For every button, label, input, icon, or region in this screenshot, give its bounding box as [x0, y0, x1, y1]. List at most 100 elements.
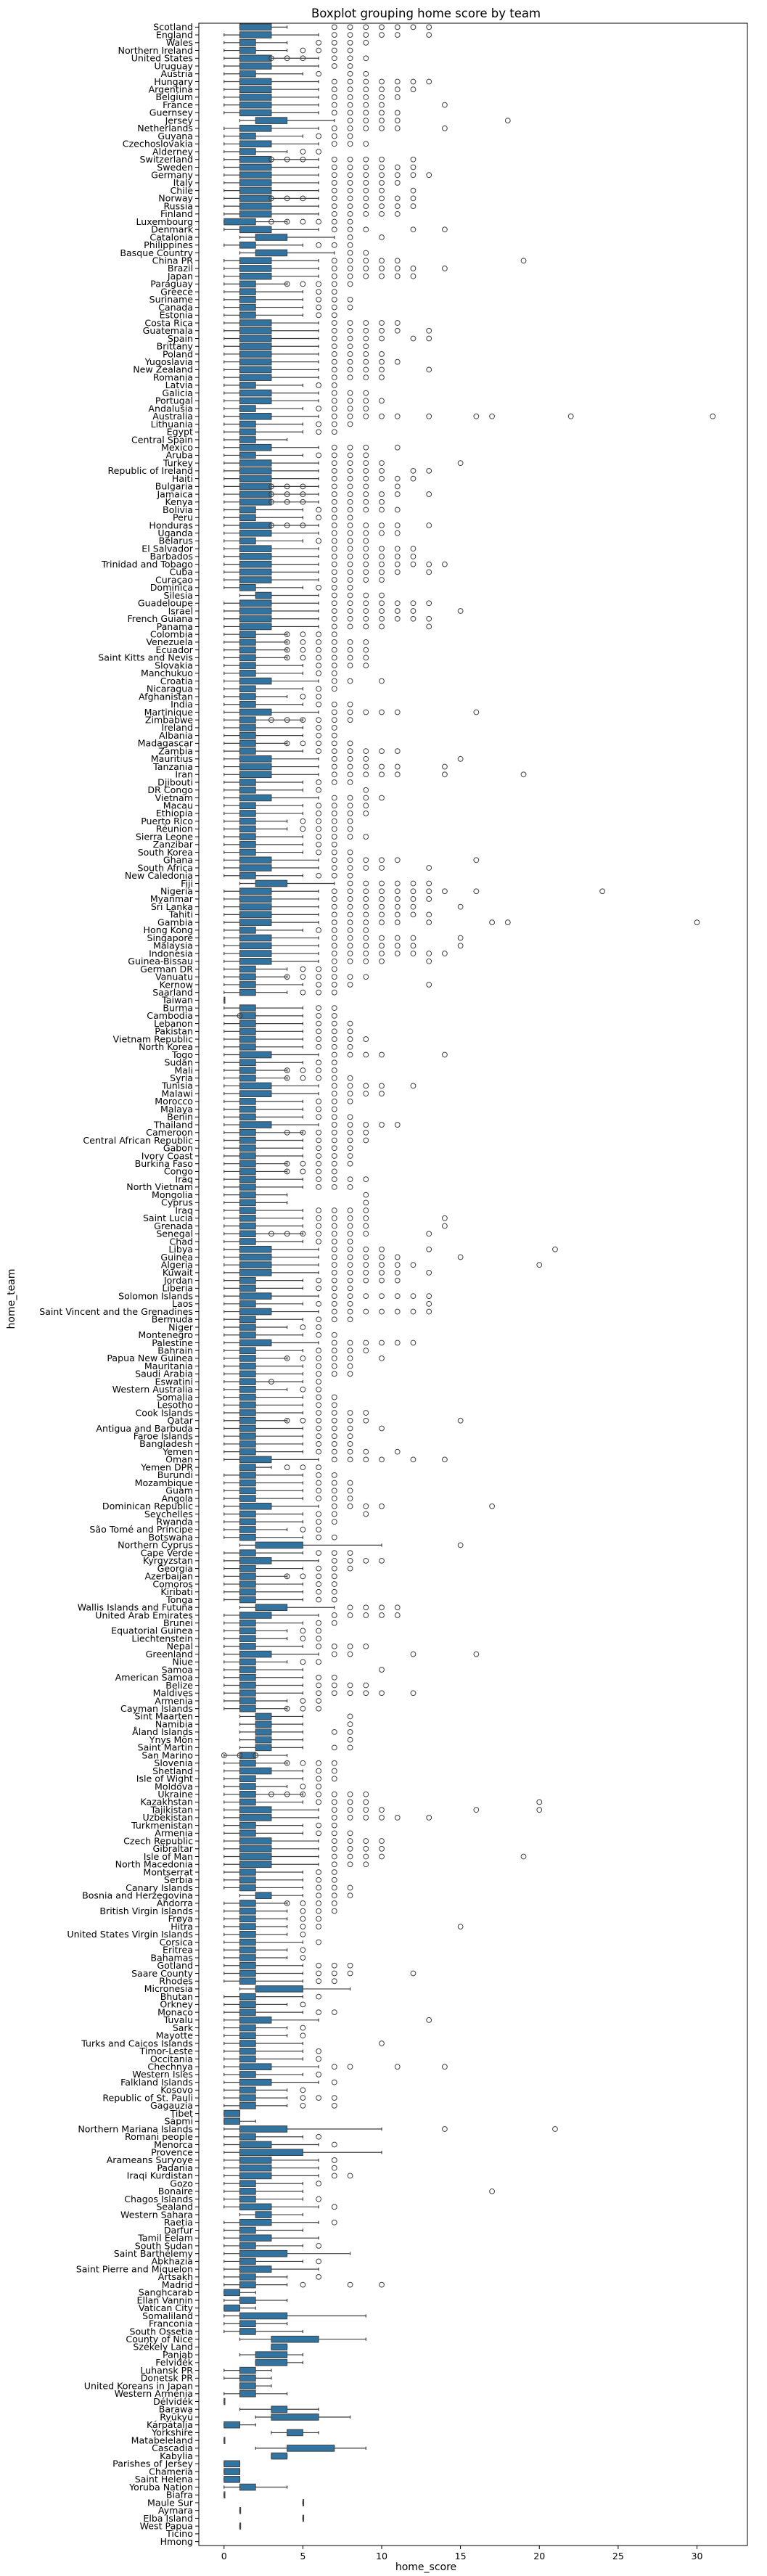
box-group: [223, 272, 417, 280]
y-tick-label: Barawa: [159, 2404, 193, 2415]
y-tick-label: Ynys Môn: [149, 1734, 193, 1745]
box-group: [223, 2397, 226, 2405]
y-tick-label: Croatia: [160, 676, 193, 686]
y-tick-label: Catalonia: [149, 231, 193, 242]
box-group: [223, 132, 353, 140]
box: [239, 467, 272, 475]
outlier-point: [316, 1129, 322, 1136]
box-group: [223, 1588, 337, 1596]
outlier-point: [379, 935, 385, 941]
y-tick-label: Arameans Suryoye: [107, 2154, 194, 2165]
box: [239, 2234, 272, 2242]
outlier-point: [363, 187, 369, 194]
outlier-point: [284, 499, 290, 505]
outlier-point: [300, 149, 306, 155]
outlier-point: [331, 312, 337, 319]
box: [239, 639, 256, 646]
outlier-point: [410, 203, 417, 210]
box-group: [223, 1020, 353, 1027]
box-group: [223, 1619, 337, 1627]
outlier-point: [363, 467, 369, 474]
y-tick-label: Brittany: [157, 341, 194, 352]
box: [271, 2335, 319, 2343]
outlier-point: [347, 1098, 353, 1104]
outlier-point: [316, 2095, 322, 2101]
y-tick-label: Syria: [170, 1072, 193, 1083]
outlier-point: [284, 218, 290, 225]
outlier-point: [347, 2281, 353, 2288]
outlier-point: [379, 491, 385, 497]
box: [239, 965, 256, 973]
y-tick-label: Orkney: [160, 1999, 193, 2010]
outlier-point: [441, 888, 448, 895]
outlier-point: [331, 242, 337, 248]
outlier-point: [300, 55, 306, 62]
outlier-point: [347, 951, 353, 956]
y-tick-label: Romania: [153, 372, 193, 382]
outlier-point: [410, 1308, 417, 1315]
y-tick-label: Burundi: [157, 1469, 193, 1480]
box: [239, 724, 256, 731]
outlier-point: [347, 655, 353, 661]
outlier-point: [347, 499, 353, 505]
outlier-point: [331, 1122, 337, 1128]
outlier-point: [426, 561, 432, 567]
outlier-point: [331, 1129, 337, 1136]
outlier-point: [379, 592, 385, 599]
outlier-point: [268, 522, 274, 528]
outlier-point: [379, 1838, 385, 1844]
outlier-point: [347, 888, 353, 895]
y-tick-label: Iraq: [175, 1205, 193, 1215]
box: [239, 856, 272, 864]
outlier-point: [284, 1791, 290, 1797]
y-tick-label: Kiribati: [160, 1586, 193, 1597]
outlier-point: [284, 740, 290, 747]
y-tick-label: Yemen: [162, 1446, 193, 1457]
outlier-point: [410, 266, 417, 271]
y-tick-label: Malaya: [160, 1104, 193, 1115]
outlier-point: [331, 647, 337, 653]
box: [223, 2304, 240, 2312]
y-tick-label: Rwanda: [157, 1517, 193, 1527]
outlier-point: [536, 1807, 543, 1813]
box-group: [223, 2421, 256, 2429]
box-group: [223, 1783, 322, 1790]
y-tick-label: Zambia: [158, 745, 193, 756]
y-tick-label: Western Isles: [132, 2069, 193, 2080]
box: [239, 1869, 256, 1876]
outlier-point: [331, 958, 337, 964]
box: [239, 607, 272, 615]
box: [239, 919, 272, 926]
y-tick-label: United States: [131, 53, 193, 64]
outlier-point: [331, 296, 337, 303]
y-tick-label: Togo: [171, 1049, 193, 1060]
box: [239, 1393, 256, 1401]
box: [239, 1176, 256, 1183]
outlier-point: [300, 1573, 306, 1580]
y-tick-label: Ukraine: [157, 1789, 193, 1800]
outlier-point: [363, 1293, 369, 1299]
box: [239, 148, 256, 155]
outlier-point: [316, 872, 322, 879]
outlier-point: [363, 1448, 369, 1455]
box-group: [223, 140, 369, 148]
outlier-point: [363, 1231, 369, 1237]
y-tick-label: Wales: [166, 37, 193, 48]
box-group: [223, 226, 448, 234]
outlier-point: [363, 709, 369, 715]
box-group: [223, 62, 353, 70]
box-group: [223, 903, 464, 911]
outlier-point: [394, 1293, 401, 1299]
outlier-point: [316, 1876, 322, 1883]
y-tick-label: Australia: [152, 411, 193, 422]
outlier-point: [489, 413, 495, 419]
outlier-point: [331, 358, 337, 365]
outlier-point: [363, 94, 369, 100]
x-tick-label: 15: [455, 2551, 467, 2561]
box-group: [223, 1969, 417, 1977]
y-tick-label: Panama: [157, 621, 193, 632]
outlier-point: [394, 444, 401, 451]
outlier-point: [347, 1215, 353, 1221]
y-tick-label: Basque Country: [120, 247, 193, 258]
